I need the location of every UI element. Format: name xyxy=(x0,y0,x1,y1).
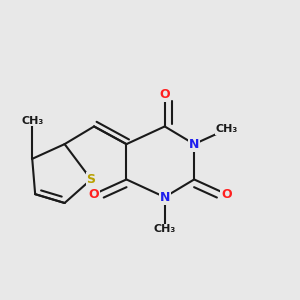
Text: CH₃: CH₃ xyxy=(215,124,238,134)
Text: S: S xyxy=(87,173,96,186)
Text: O: O xyxy=(89,188,99,201)
Text: CH₃: CH₃ xyxy=(21,116,43,126)
Text: CH₃: CH₃ xyxy=(154,224,176,235)
Text: N: N xyxy=(189,138,200,151)
Text: N: N xyxy=(160,190,170,204)
Text: O: O xyxy=(159,88,170,100)
Text: O: O xyxy=(221,188,232,201)
